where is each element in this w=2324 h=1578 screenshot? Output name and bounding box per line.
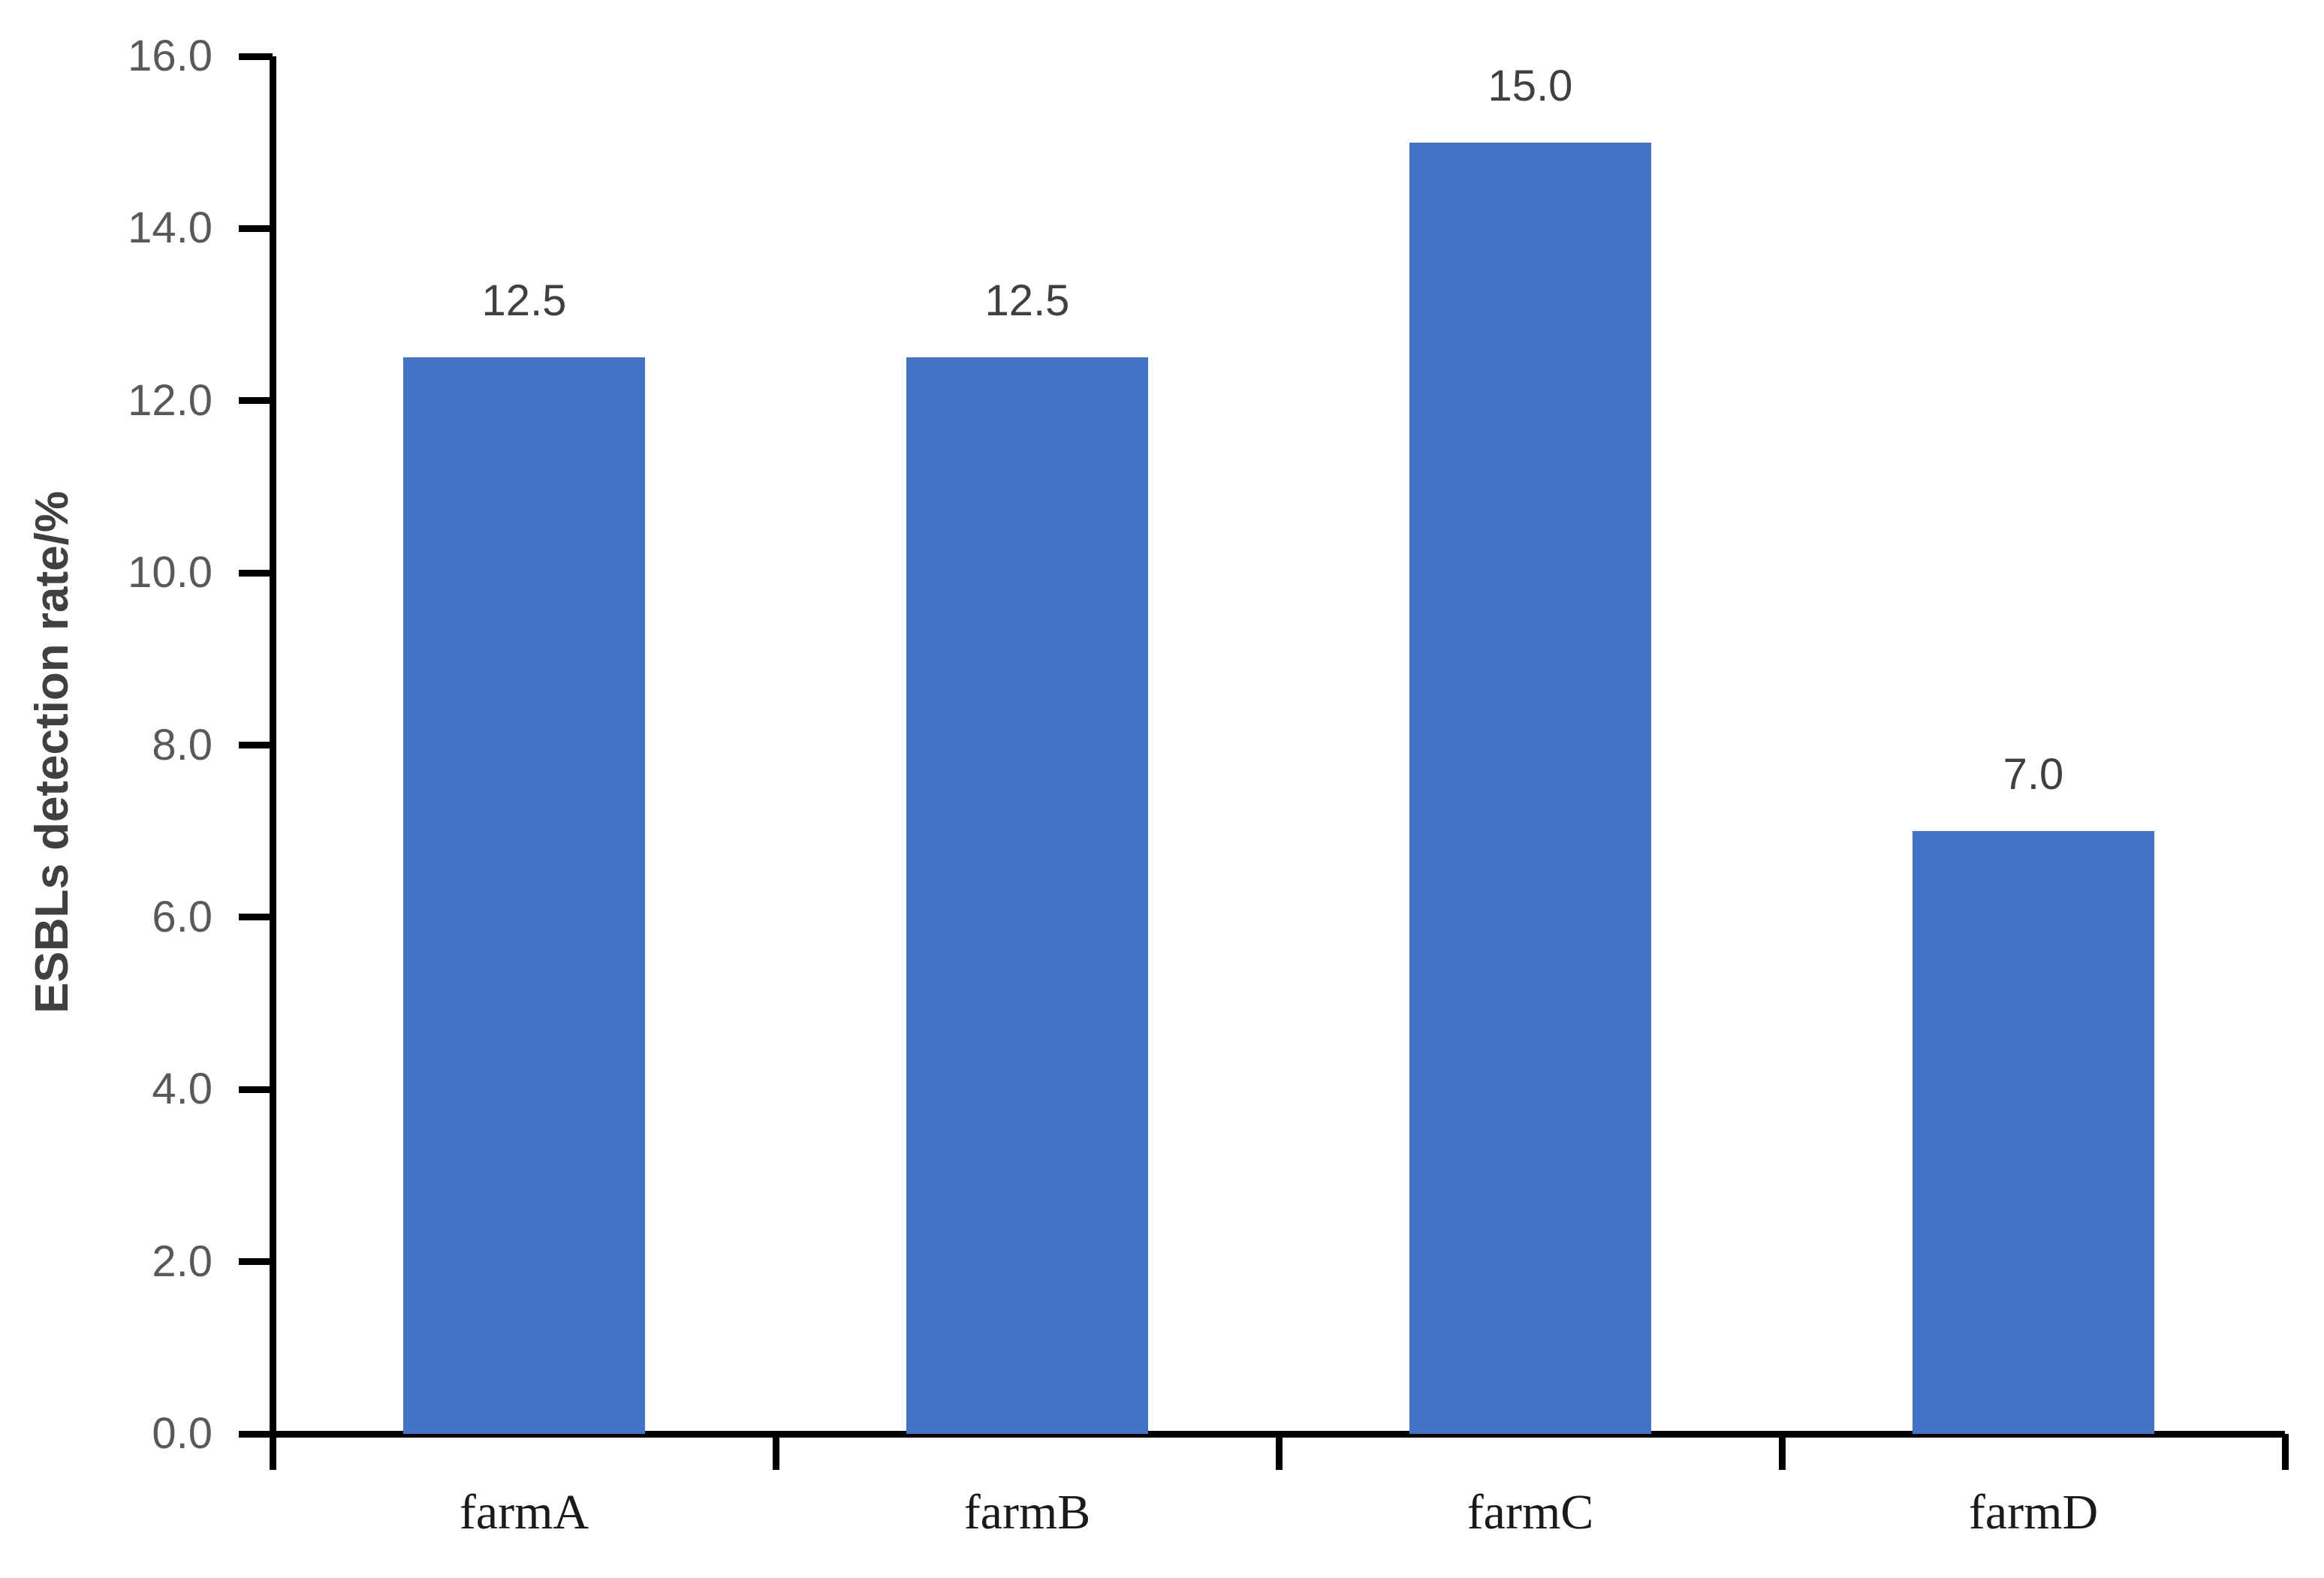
- x-axis-label: farmC: [1466, 1485, 1594, 1540]
- y-tick-label: 0.0: [152, 1409, 213, 1458]
- y-tick: [239, 742, 273, 748]
- bar-value-label: 12.5: [481, 276, 567, 326]
- y-tick-label: 10.0: [128, 548, 213, 598]
- y-tick: [239, 914, 273, 921]
- x-tick: [269, 1434, 276, 1470]
- x-tick: [1275, 1434, 1283, 1470]
- y-tick-label: 14.0: [128, 203, 213, 253]
- x-tick: [1778, 1434, 1786, 1470]
- bar-value-label: 15.0: [1488, 61, 1573, 110]
- y-tick-label: 4.0: [152, 1065, 213, 1114]
- x-axis-label: farmA: [459, 1485, 589, 1540]
- bar: [906, 357, 1148, 1434]
- y-tick: [239, 224, 273, 232]
- bar: [403, 357, 645, 1434]
- y-tick-label: 16.0: [128, 32, 213, 80]
- x-axis-label: farmD: [1968, 1485, 2099, 1540]
- y-axis-line: [269, 56, 276, 1468]
- y-tick: [239, 1258, 273, 1266]
- y-tick-label: 12.0: [128, 375, 213, 425]
- x-tick: [2281, 1434, 2289, 1470]
- bar: [1913, 831, 2154, 1434]
- y-tick: [239, 1086, 273, 1093]
- x-axis-line: [239, 1430, 2285, 1438]
- y-tick: [239, 1430, 273, 1438]
- bar-value-label: 7.0: [2003, 750, 2064, 800]
- bar: [1409, 142, 1651, 1434]
- y-tick: [239, 569, 273, 577]
- x-axis-label: farmB: [963, 1485, 1091, 1540]
- y-tick: [239, 53, 273, 60]
- bar-value-label: 12.5: [984, 276, 1070, 326]
- y-tick-label: 8.0: [152, 720, 213, 769]
- y-tick-label: 2.0: [152, 1236, 213, 1286]
- y-tick-label: 6.0: [152, 892, 213, 941]
- y-tick: [239, 397, 273, 405]
- x-tick: [772, 1434, 779, 1470]
